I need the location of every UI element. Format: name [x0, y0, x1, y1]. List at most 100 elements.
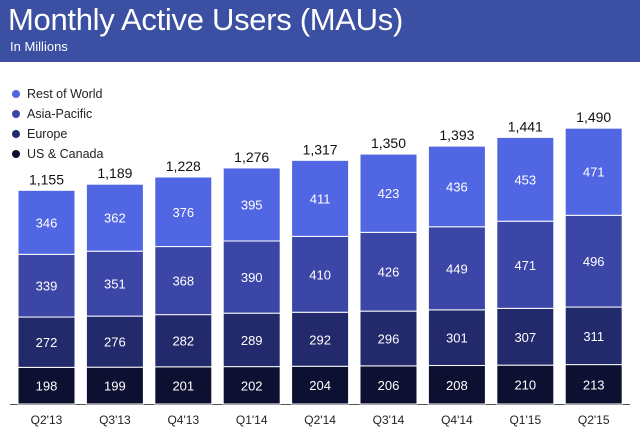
bar-segment — [85, 250, 144, 317]
x-tick-label: Q3'13 — [99, 413, 131, 427]
total-label: 1,189 — [97, 165, 132, 181]
data-label: 496 — [583, 254, 605, 269]
bar-segment — [359, 153, 418, 233]
data-label: 198 — [36, 379, 58, 394]
x-tick-label: Q4'13 — [167, 413, 199, 427]
data-label: 426 — [378, 265, 400, 280]
total-label: 1,350 — [371, 135, 406, 151]
legend-label: Rest of World — [27, 87, 103, 101]
legend-item-asia-pacific: Asia-Pacific — [12, 104, 103, 124]
legend-label: US & Canada — [27, 147, 104, 161]
bar-segment — [564, 306, 623, 366]
legend-label: Europe — [27, 127, 68, 141]
bar-segment — [17, 316, 76, 368]
x-tick-label: Q1'14 — [236, 413, 268, 427]
bar-segment — [154, 176, 213, 248]
x-tick-label: Q3'14 — [373, 413, 405, 427]
data-label: 471 — [514, 258, 536, 273]
bar-segment — [85, 315, 144, 368]
data-label: 292 — [309, 332, 331, 347]
legend-item-europe: Europe — [12, 124, 103, 144]
bar-segment — [17, 253, 76, 318]
bar-segment — [427, 145, 486, 228]
bar-segment — [496, 136, 555, 222]
total-label: 1,441 — [508, 118, 543, 134]
data-label: 206 — [378, 378, 400, 393]
data-label: 202 — [241, 378, 263, 393]
data-label: 362 — [104, 211, 126, 226]
chart-title: Monthly Active Users (MAUs) — [8, 2, 403, 37]
bar-segment — [291, 159, 350, 237]
legend-label: Asia-Pacific — [27, 107, 93, 121]
data-label: 301 — [446, 331, 468, 346]
bar-segment — [359, 231, 418, 312]
data-label: 368 — [172, 274, 194, 289]
bar-segment — [222, 167, 281, 242]
total-label: 1,317 — [303, 141, 338, 157]
data-label: 395 — [241, 197, 263, 212]
data-label: 210 — [514, 378, 536, 393]
bar-segment — [359, 310, 418, 367]
total-label: 1,276 — [234, 149, 269, 165]
bar-segment — [427, 365, 486, 405]
data-label: 204 — [309, 378, 331, 393]
data-label: 436 — [446, 179, 468, 194]
x-tick-label: Q1'15 — [509, 413, 541, 427]
bar-segment — [222, 240, 281, 314]
bar-segment — [291, 365, 350, 405]
data-label: 351 — [104, 277, 126, 292]
bar-segment — [222, 366, 281, 405]
total-label: 1,228 — [166, 158, 201, 174]
bar-segment — [154, 314, 213, 368]
data-label: 282 — [172, 334, 194, 349]
chart-header: Monthly Active Users (MAUs) In Millions — [0, 0, 640, 62]
chart-legend: Rest of World Asia-Pacific Europe US & C… — [12, 84, 103, 164]
legend-item-rest-of-world: Rest of World — [12, 84, 103, 104]
data-label: 213 — [583, 377, 605, 392]
data-label: 390 — [241, 270, 263, 285]
data-label: 208 — [446, 378, 468, 393]
data-label: 453 — [514, 172, 536, 187]
total-label: 1,393 — [439, 127, 474, 143]
bar-segment — [85, 183, 144, 252]
data-label: 199 — [104, 379, 126, 394]
data-label: 339 — [36, 279, 58, 294]
bar-segment — [154, 246, 213, 316]
data-label: 423 — [378, 186, 400, 201]
legend-swatch — [12, 110, 20, 118]
bar-segment — [17, 189, 76, 255]
bar-segment — [85, 366, 144, 405]
bar-segment — [359, 365, 418, 405]
data-label: 289 — [241, 333, 263, 348]
data-label: 311 — [583, 329, 604, 344]
bar-segment — [427, 309, 486, 367]
x-tick-label: Q2'15 — [578, 413, 610, 427]
data-label: 471 — [583, 165, 605, 180]
legend-swatch — [12, 130, 20, 138]
data-label: 346 — [36, 215, 58, 230]
data-label: 411 — [310, 191, 331, 206]
legend-item-us-canada: US & Canada — [12, 144, 103, 164]
bar-segment — [291, 311, 350, 367]
data-label: 296 — [378, 332, 400, 347]
legend-swatch — [12, 90, 20, 98]
data-label: 307 — [514, 330, 536, 345]
bar-segment — [564, 214, 623, 308]
data-label: 276 — [104, 335, 126, 350]
data-label: 201 — [172, 378, 194, 393]
x-tick-label: Q4'14 — [441, 413, 473, 427]
total-label: 1,155 — [29, 171, 64, 187]
legend-swatch — [12, 150, 20, 158]
bar-segment — [564, 364, 623, 405]
bar-segment — [291, 235, 350, 313]
data-label: 272 — [36, 335, 58, 350]
data-label: 449 — [446, 261, 468, 276]
total-label: 1,490 — [576, 109, 611, 125]
data-label: 410 — [309, 267, 331, 282]
bar-segment — [154, 366, 213, 405]
data-label: 376 — [172, 205, 194, 220]
x-tick-label: Q2'13 — [31, 413, 63, 427]
bar-segment — [496, 307, 555, 366]
bar-segment — [427, 226, 486, 311]
